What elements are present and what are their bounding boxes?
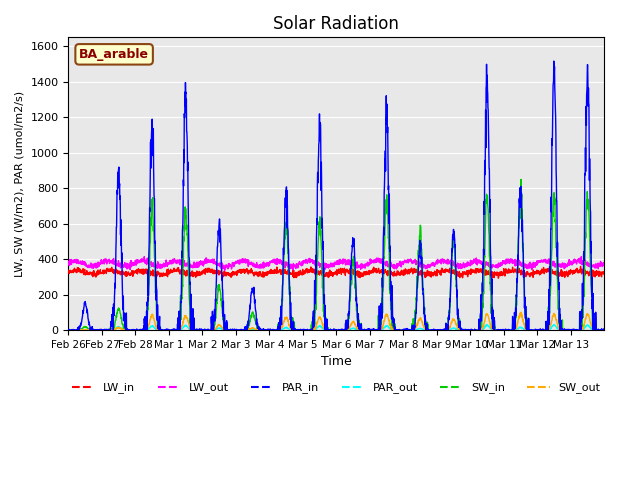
X-axis label: Time: Time: [321, 355, 352, 369]
Y-axis label: LW, SW (W/m2), PAR (umol/m2/s): LW, SW (W/m2), PAR (umol/m2/s): [15, 91, 25, 277]
Text: BA_arable: BA_arable: [79, 48, 149, 61]
Title: Solar Radiation: Solar Radiation: [273, 15, 399, 33]
Legend: LW_in, LW_out, PAR_in, PAR_out, SW_in, SW_out: LW_in, LW_out, PAR_in, PAR_out, SW_in, S…: [68, 378, 605, 398]
